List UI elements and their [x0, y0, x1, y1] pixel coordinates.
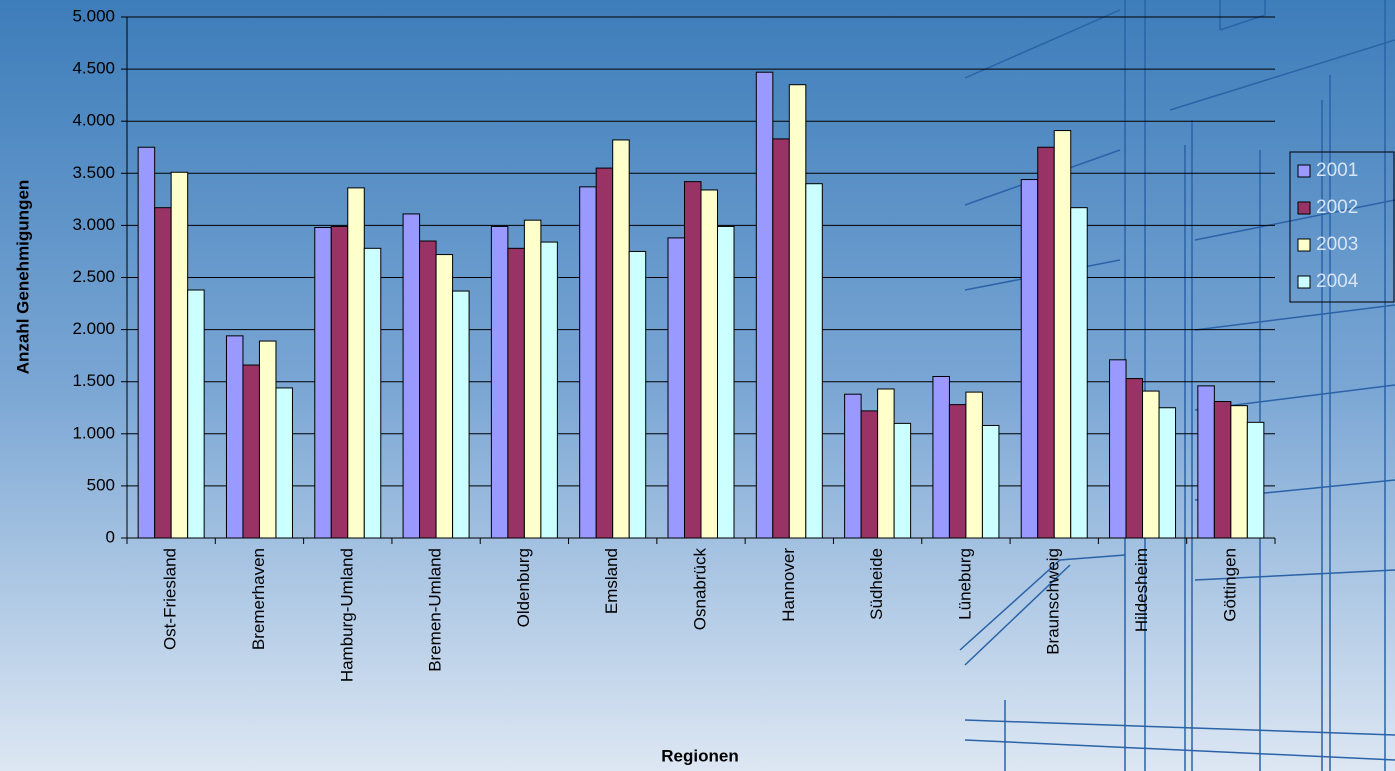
bar — [1125, 378, 1144, 539]
bar — [788, 84, 807, 539]
bar — [1230, 405, 1248, 539]
bar — [347, 187, 365, 539]
x-tick-label: Bremerhaven — [249, 548, 268, 650]
bar — [877, 388, 895, 539]
legend-swatch — [1297, 164, 1311, 178]
y-tick-label: 4.500 — [72, 59, 115, 78]
legend-label: 2003 — [1316, 234, 1358, 255]
y-axis-title: Anzahl Genehmigungen — [13, 180, 32, 375]
x-tick-label: Hannover — [779, 548, 798, 622]
x-tick-label: Ost-Friesland — [161, 548, 180, 650]
bar — [258, 340, 277, 539]
bar — [275, 387, 293, 539]
y-tick-label: 3.500 — [72, 163, 115, 182]
bar — [435, 254, 454, 539]
bar — [595, 167, 614, 539]
bar — [137, 146, 156, 539]
x-tick-label: Hildesheim — [1132, 548, 1151, 632]
bar — [540, 241, 558, 539]
bar — [1158, 407, 1177, 539]
legend-label: 2002 — [1316, 197, 1358, 218]
bar — [1246, 421, 1265, 539]
x-tick-label: Hamburg-Umland — [337, 548, 356, 682]
bar — [314, 226, 332, 539]
bar — [1197, 385, 1215, 539]
legend-label: 2001 — [1316, 160, 1358, 181]
bar — [363, 247, 382, 539]
bar — [893, 422, 912, 539]
bar — [717, 225, 735, 539]
y-tick-label: 2.500 — [72, 267, 115, 286]
bar — [154, 207, 172, 539]
y-tick-label: 500 — [87, 475, 115, 494]
legend-swatch — [1297, 201, 1311, 215]
bar — [1142, 390, 1160, 539]
bar — [242, 364, 260, 539]
bar — [1037, 146, 1055, 539]
bar — [170, 171, 189, 539]
y-tick-label: 1.500 — [72, 371, 115, 390]
bar — [981, 424, 1000, 539]
bar — [755, 71, 774, 539]
bar — [490, 225, 509, 539]
bar — [330, 225, 349, 539]
bar — [1213, 400, 1232, 539]
bar — [844, 393, 862, 539]
bar — [628, 250, 647, 539]
x-tick-label: Oldenburg — [514, 548, 533, 627]
bar — [187, 289, 205, 539]
bar — [700, 189, 718, 539]
x-axis-title: Regionen — [661, 746, 738, 765]
y-tick-label: 2.000 — [72, 319, 115, 338]
bar — [667, 237, 685, 539]
bar — [1053, 130, 1072, 539]
bar — [225, 335, 244, 539]
x-tick-label: Südheide — [867, 548, 886, 620]
bar — [805, 183, 823, 539]
x-tick-label: Braunschweig — [1044, 548, 1063, 655]
y-tick-label: 3.000 — [72, 215, 115, 234]
legend-box — [1289, 151, 1395, 303]
y-tick-label: 5.000 — [72, 6, 115, 25]
bar — [1109, 359, 1127, 539]
x-tick-label: Bremen-Umland — [426, 548, 445, 672]
bar — [402, 213, 421, 539]
bar — [684, 181, 702, 539]
legend-swatch — [1297, 238, 1311, 252]
x-tick-label: Osnabrück — [690, 548, 709, 631]
x-tick-label: Emsland — [602, 548, 621, 614]
bar — [965, 391, 983, 539]
bar — [772, 138, 790, 539]
x-tick-label: Göttingen — [1220, 548, 1239, 622]
bar — [612, 139, 630, 539]
y-tick-label: 4.000 — [72, 111, 115, 130]
bar — [523, 219, 542, 539]
y-tick-label: 1.000 — [72, 423, 115, 442]
y-tick-label: 0 — [106, 527, 115, 546]
x-tick-label: Lüneburg — [955, 548, 974, 620]
bar — [452, 290, 470, 539]
legend-label: 2004 — [1316, 271, 1359, 292]
bar — [1070, 207, 1088, 539]
bar — [579, 186, 597, 539]
bar — [932, 375, 950, 539]
bar — [1020, 179, 1039, 539]
legend-swatch — [1297, 275, 1311, 289]
bar — [860, 410, 879, 539]
bar — [948, 404, 967, 539]
bar — [419, 240, 437, 539]
bar — [507, 247, 525, 539]
